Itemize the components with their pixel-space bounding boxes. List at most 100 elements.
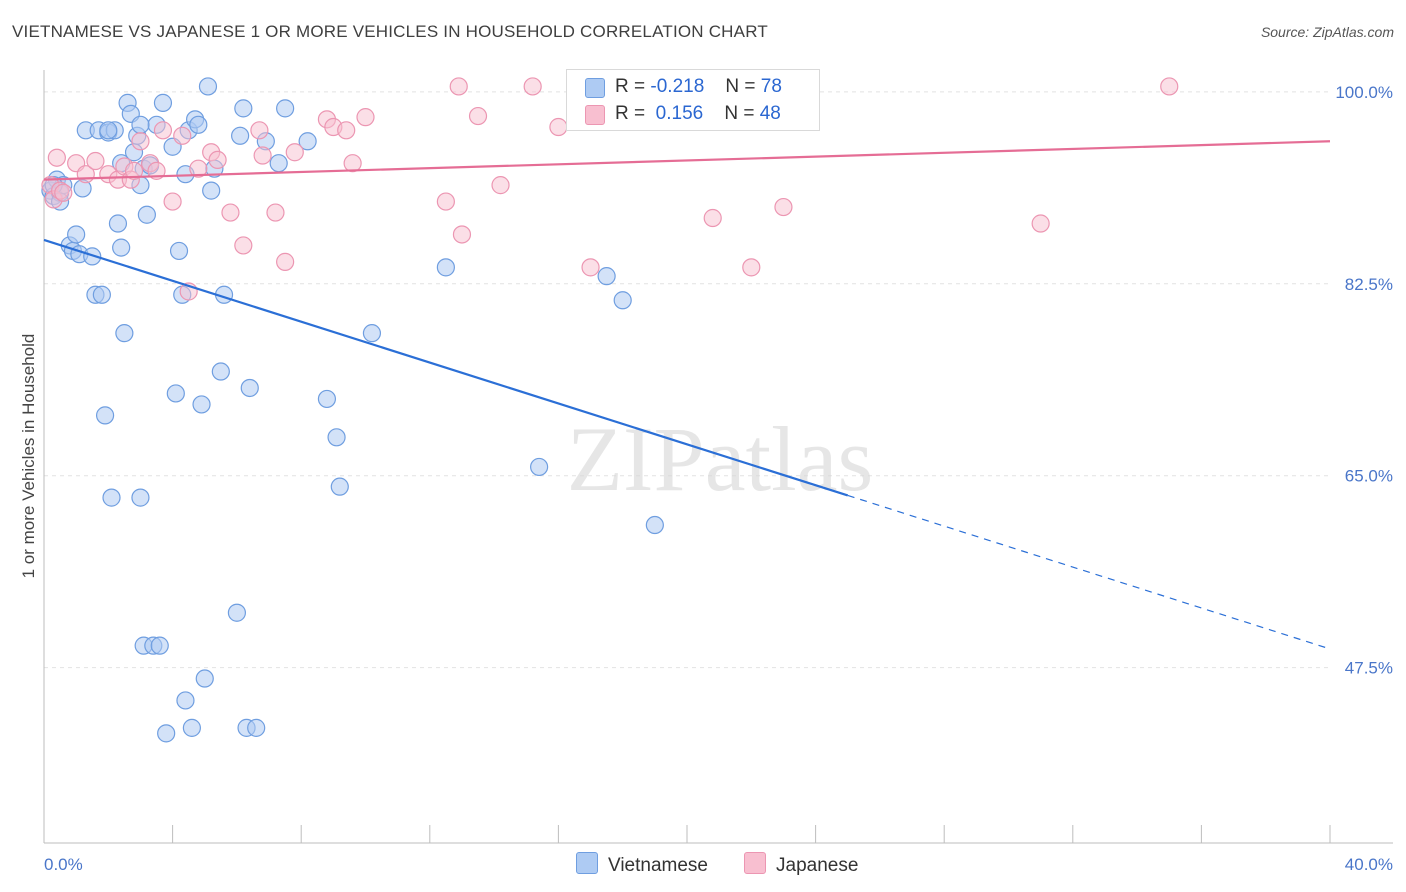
vietnamese-point (102, 488, 121, 507)
japanese-point (703, 208, 722, 228)
japanese-point (1160, 77, 1179, 96)
vietnamese-trend-extension (847, 494, 1331, 650)
japanese-swatch (585, 105, 605, 125)
vietnamese-point (317, 389, 337, 409)
r-value: -0.218 (650, 76, 705, 97)
vietnamese-point (198, 77, 218, 96)
japanese-point (774, 197, 793, 217)
japanese-point (124, 161, 144, 180)
vietnamese-point (182, 718, 201, 737)
vietnamese-swatch (585, 78, 605, 98)
japanese-point (189, 159, 208, 178)
vietnamese-point (269, 154, 288, 173)
vietnamese-point (530, 457, 549, 477)
vietnamese-point (166, 384, 185, 403)
legend-label: Japanese (776, 855, 859, 876)
y-axis-label: 1 or more Vehicles in Household (19, 334, 38, 579)
japanese-trend-line (43, 140, 1331, 181)
tick-labels: 47.5% 65.0% 82.5% 100.0% 0.0% 40.0% (44, 83, 1393, 874)
y-tick-label: 82.5% (1345, 275, 1393, 294)
vietnamese-point (150, 636, 169, 655)
japanese-swatch (744, 852, 766, 874)
japanese-point (436, 192, 455, 211)
vietnamese-point (131, 488, 150, 507)
japanese-point (276, 252, 295, 271)
vietnamese-point (298, 132, 317, 151)
vietnamese-point (137, 205, 156, 224)
vietnamese-point (131, 115, 150, 134)
japanese-point (742, 258, 761, 277)
vietnamese-point (436, 258, 455, 277)
watermark: ZIPatlas (567, 408, 874, 510)
vietnamese-point (169, 241, 189, 261)
y-tick-label: 47.5% (1345, 659, 1393, 678)
n-value: 78 (760, 76, 782, 97)
japanese-point (250, 121, 269, 140)
bottom-legend-japanese: Japanese (744, 852, 858, 877)
japanese-point (253, 146, 272, 165)
vietnamese-point (276, 99, 295, 118)
vietnamese-point (195, 669, 214, 688)
japanese-point (221, 203, 240, 222)
japanese-point (208, 150, 227, 170)
n-value: 48 (759, 103, 781, 124)
japanese-point (549, 117, 568, 137)
x-tick-label: 0.0% (44, 855, 83, 874)
vietnamese-point (613, 291, 632, 310)
chart-source: Source: ZipAtlas.com (1260, 24, 1394, 40)
r-label: R = (615, 76, 646, 97)
japanese-point (47, 148, 66, 167)
japanese-point (468, 106, 488, 126)
n-label: N = (724, 103, 755, 124)
vietnamese-point (92, 285, 111, 304)
vietnamese-point (157, 724, 176, 743)
vietnamese-point (202, 181, 221, 200)
vietnamese-point (597, 267, 616, 286)
japanese-point (449, 77, 468, 96)
japanese-point (163, 192, 182, 211)
trend-lines (43, 140, 1331, 650)
japanese-point (337, 121, 356, 140)
vietnamese-point (95, 406, 115, 425)
vietnamese-point (240, 378, 259, 398)
vietnamese-point (192, 395, 211, 414)
vietnamese-point (247, 718, 266, 737)
stats-legend: R = -0.218 N = 78 R = 0.156 N = 48 (566, 69, 820, 131)
japanese-point (581, 258, 600, 277)
vietnamese-point (176, 691, 195, 710)
vietnamese-point (189, 115, 208, 134)
vietnamese-point (231, 126, 250, 145)
vietnamese-point (362, 324, 382, 343)
japanese-point (131, 132, 150, 151)
japanese-point (285, 143, 304, 162)
vietnamese-point (115, 324, 134, 343)
chart-title: VIETNAMESE VS JAPANESE 1 OR MORE VEHICLE… (12, 22, 768, 41)
r-label: R = (615, 103, 646, 124)
japanese-point (234, 236, 253, 255)
vietnamese-point (645, 515, 664, 535)
japanese-point (153, 121, 173, 140)
vietnamese-point (234, 99, 253, 118)
vietnamese-point (227, 603, 246, 622)
japanese-point (491, 176, 510, 195)
japanese-point (452, 225, 472, 244)
y-tick-label: 100.0% (1335, 83, 1393, 102)
japanese-point (1031, 214, 1050, 233)
vietnamese-point (99, 121, 118, 140)
japanese-point (523, 77, 542, 96)
japanese-point (356, 108, 375, 127)
vietnamese-point (112, 238, 131, 257)
axes (43, 70, 1393, 844)
r-value: 0.156 (655, 103, 704, 124)
vietnamese-point (211, 362, 230, 381)
vietnamese-trend-line (43, 238, 849, 497)
y-tick-label: 65.0% (1345, 467, 1393, 486)
vietnamese-swatch (576, 852, 598, 874)
n-label: N = (725, 76, 756, 97)
japanese-point (86, 151, 105, 171)
grid-lines (44, 91, 1330, 669)
series-japanese (41, 77, 1179, 301)
vietnamese-point (327, 428, 346, 447)
legend-label: Vietnamese (608, 855, 708, 876)
